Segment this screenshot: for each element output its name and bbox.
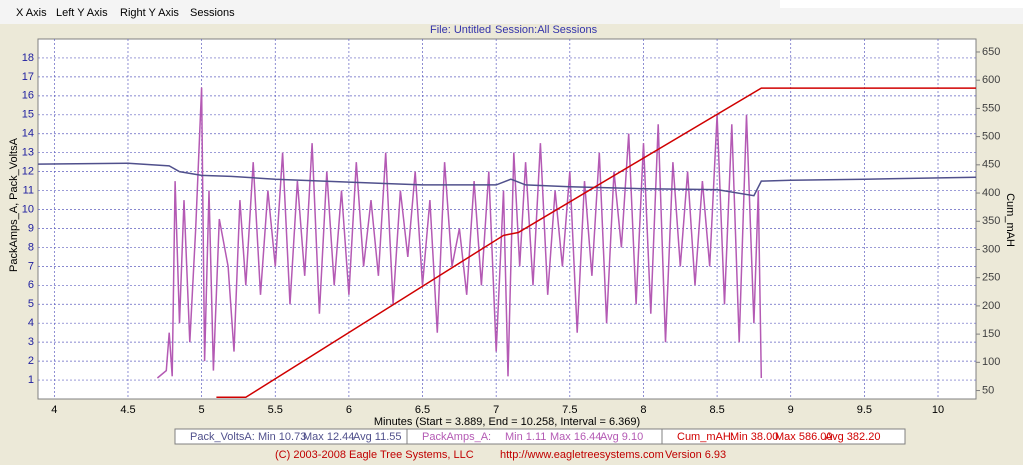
x-tick-label: 5: [199, 404, 205, 416]
y2-tick-label: 50: [982, 384, 994, 396]
stat: Avg 9.10: [600, 431, 643, 443]
x-tick-label: 4: [51, 404, 57, 416]
footer-text: Version 6.93: [665, 449, 726, 461]
stat: Max 16.44: [550, 431, 601, 443]
title-strip: [780, 0, 1023, 8]
x-tick-label: 10: [932, 404, 944, 416]
y-tick-label: 10: [22, 203, 34, 215]
y2-axis-title: Cum_mAH: [1004, 193, 1016, 247]
y-tick-label: 4: [28, 317, 34, 329]
y2-tick-label: 300: [982, 243, 1000, 255]
x-tick-label: 4.5: [120, 404, 135, 416]
y-tick-label: 8: [28, 241, 34, 253]
data-line: [38, 162, 976, 197]
menu-item[interactable]: Sessions: [190, 7, 235, 19]
x-tick-label: 7.5: [562, 404, 577, 416]
x-tick-label: 6: [346, 404, 352, 416]
x-tick-label: 8.5: [709, 404, 724, 416]
stat: Min 10.73: [258, 431, 306, 443]
y-tick-label: 17: [22, 71, 34, 83]
y2-tick-label: 600: [982, 74, 1000, 86]
y-tick-label: 16: [22, 90, 34, 102]
y2-tick-label: 400: [982, 187, 1000, 199]
menu-item[interactable]: Left Y Axis: [56, 7, 108, 19]
y-tick-label: 18: [22, 52, 34, 64]
menu-item[interactable]: Right Y Axis: [120, 7, 179, 19]
legend-name: Cum_mAH:: [677, 431, 734, 443]
y-tick-label: 13: [22, 147, 34, 159]
y2-tick-label: 200: [982, 300, 1000, 312]
stat: Max 586.00: [775, 431, 832, 443]
y-tick-label: 12: [22, 166, 34, 178]
file-label: File: Untitled: [430, 24, 491, 36]
x-tick-label: 9.5: [857, 404, 872, 416]
y-tick-label: 14: [22, 128, 34, 140]
y2-tick-label: 250: [982, 272, 1000, 284]
menu-item[interactable]: X Axis: [16, 7, 47, 19]
data-line: [216, 87, 976, 399]
y-tick-label: 6: [28, 279, 34, 291]
data-line: [156, 87, 763, 379]
y-tick-label: 7: [28, 260, 34, 272]
y-tick-label: 11: [23, 184, 34, 196]
y-tick-label: 15: [22, 109, 34, 121]
y2-tick-label: 450: [982, 159, 1000, 171]
legend-name: PackAmps_A:: [422, 431, 491, 443]
stat: Avg 382.20: [825, 431, 880, 443]
x-tick-label: 8: [640, 404, 646, 416]
legend-name: Pack_VoltsA:: [190, 431, 255, 443]
x-tick-label: 5.5: [268, 404, 283, 416]
footer-text: http://www.eagletreesystems.com: [500, 449, 664, 461]
y2-tick-label: 100: [982, 356, 1000, 368]
x-tick-label: 9: [788, 404, 794, 416]
x-tick-label: 6.5: [415, 404, 430, 416]
footer-text: (C) 2003-2008 Eagle Tree Systems, LLC: [275, 449, 474, 461]
stat: Max 12.44: [303, 431, 354, 443]
x-axis-title: Minutes (Start = 3.889, End = 10.258, In…: [374, 416, 640, 428]
session-label: Session:All Sessions: [495, 24, 598, 36]
y-tick-label: 3: [28, 336, 34, 348]
stat: Min 38.00: [730, 431, 778, 443]
y2-tick-label: 500: [982, 131, 1000, 143]
y-tick-label: 2: [28, 355, 34, 367]
y2-tick-label: 350: [982, 215, 1000, 227]
y2-tick-label: 150: [982, 328, 1000, 340]
stat: Avg 11.55: [353, 431, 402, 443]
y-axis-title: PackAmps_A, Pack_VoltsA: [8, 137, 20, 272]
y2-tick-label: 550: [982, 102, 1000, 114]
y2-tick-label: 650: [982, 46, 1000, 58]
stats-bar: [174, 428, 906, 445]
stat: Min 1.11: [505, 431, 546, 443]
y-tick-label: 9: [28, 222, 34, 234]
y-tick-label: 5: [28, 298, 34, 310]
y-tick-label: 1: [28, 374, 34, 386]
x-tick-label: 7: [493, 404, 499, 416]
